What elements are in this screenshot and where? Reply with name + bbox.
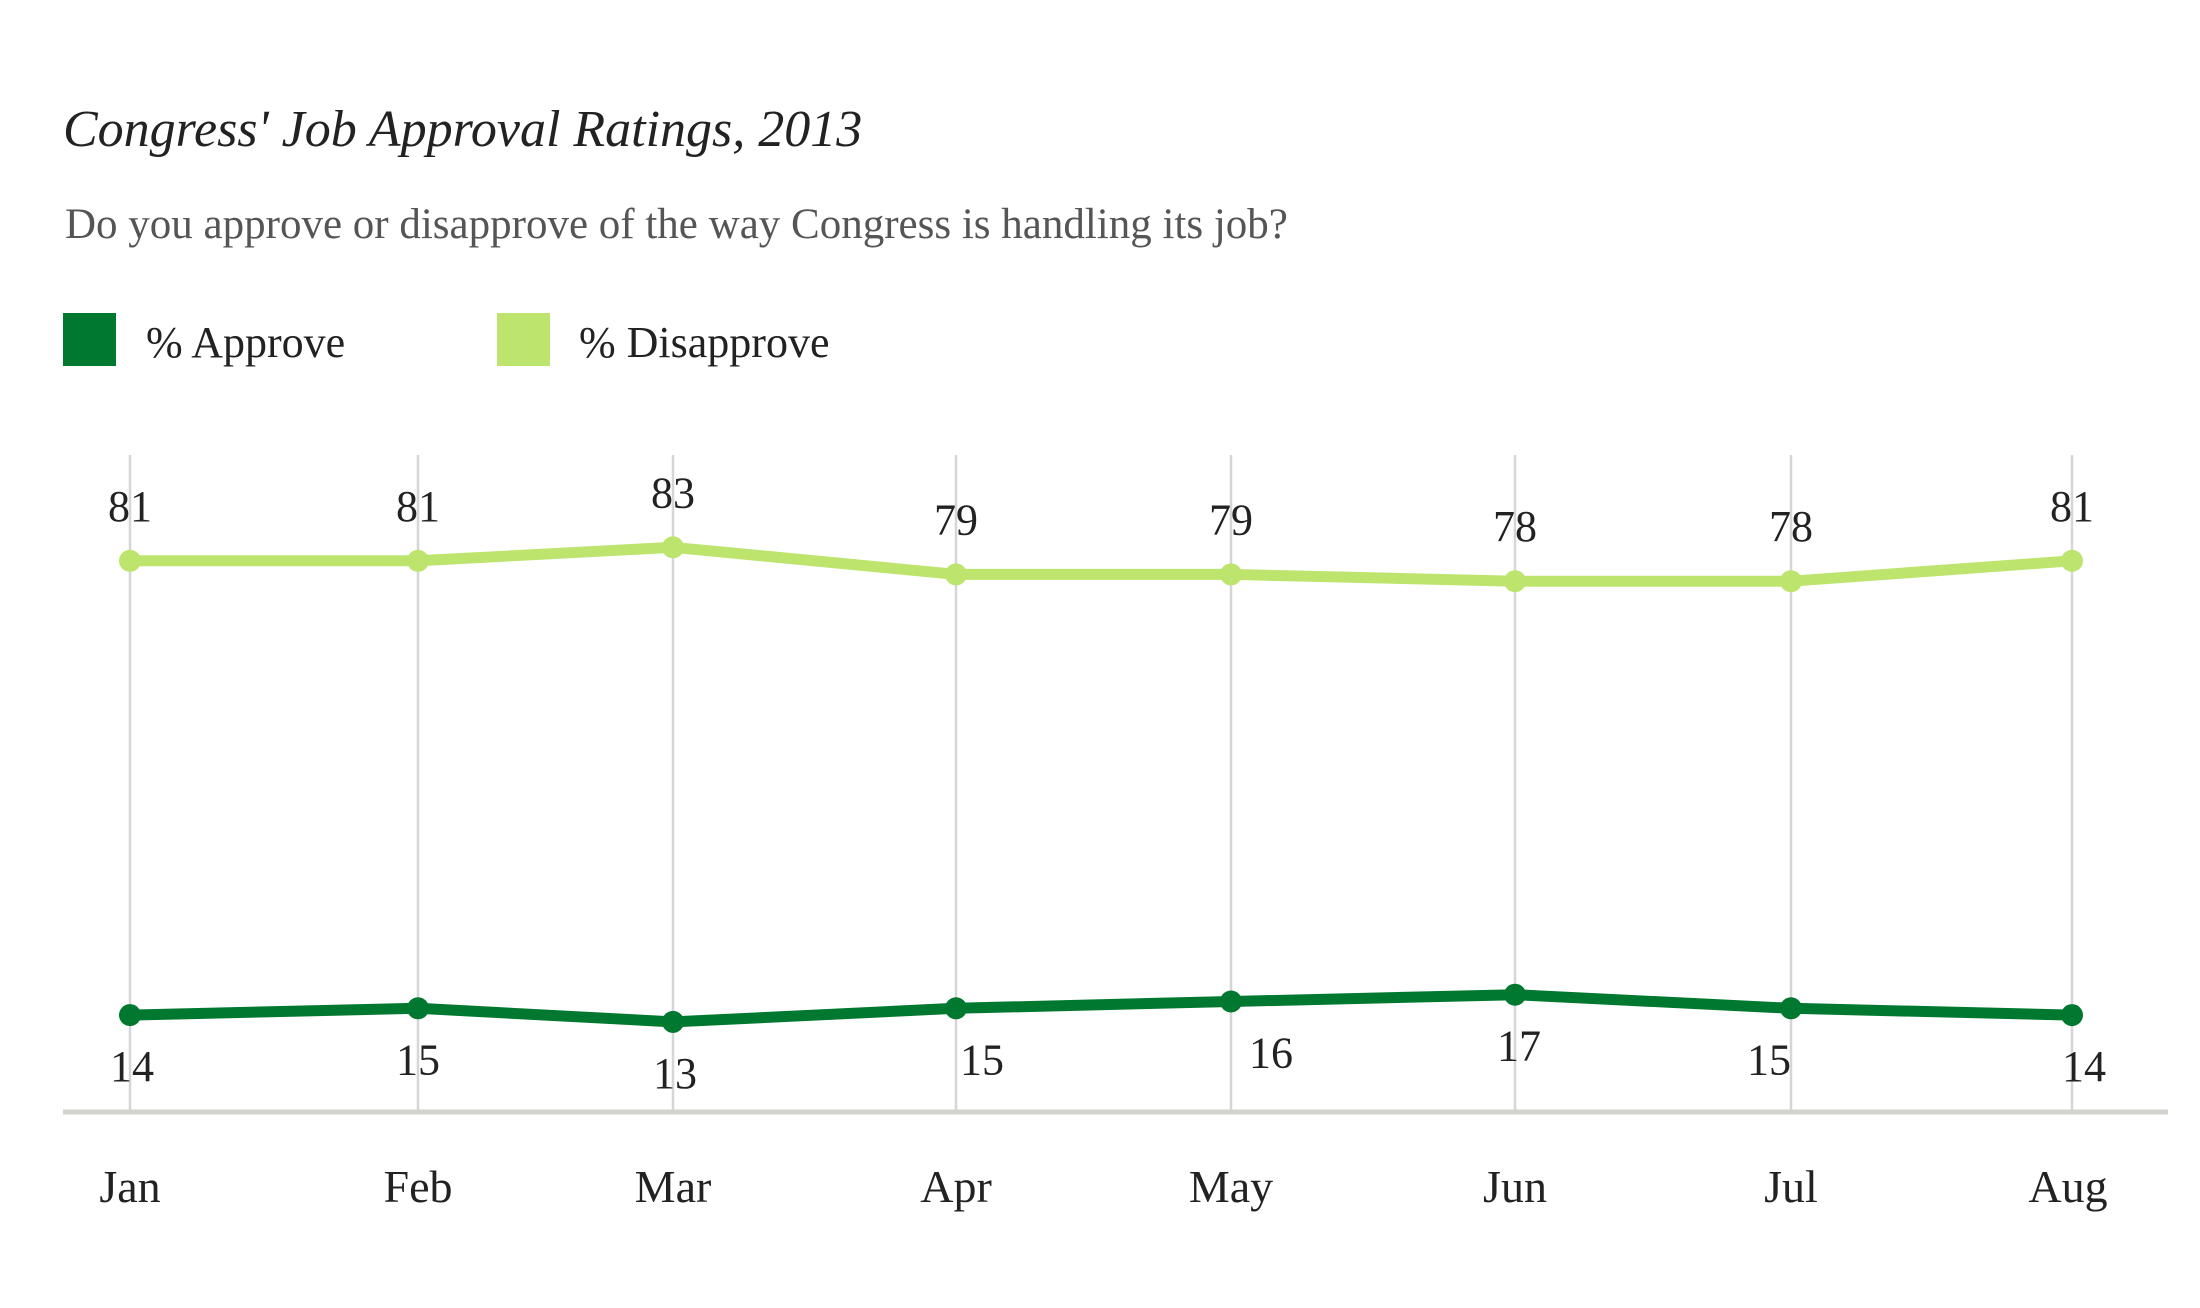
data-point-disapprove-may: [1220, 563, 1242, 586]
data-point-disapprove-apr: [945, 563, 967, 586]
data-label-approve-aug: 14: [2062, 1042, 2106, 1091]
x-tick-label-jan: Jan: [99, 1161, 160, 1212]
data-point-approve-aug: [2061, 1004, 2083, 1027]
data-point-disapprove-feb: [407, 549, 429, 572]
chart-title: Congress' Job Approval Ratings, 2013: [63, 101, 863, 158]
data-label-disapprove-jul: 78: [1769, 502, 1813, 551]
data-point-disapprove-mar: [662, 536, 684, 559]
data-point-disapprove-jul: [1780, 570, 1802, 593]
data-point-disapprove-aug: [2061, 549, 2083, 572]
x-tick-label-mar: Mar: [635, 1161, 712, 1212]
x-tick-label-jul: Jul: [1764, 1161, 1818, 1212]
data-label-disapprove-feb: 81: [396, 482, 440, 531]
data-label-approve-may: 16: [1249, 1029, 1293, 1078]
data-label-disapprove-may: 79: [1209, 495, 1253, 544]
legend-swatch-disapprove: [497, 313, 550, 366]
data-label-disapprove-apr: 79: [934, 495, 978, 544]
data-point-approve-jun: [1504, 983, 1526, 1006]
data-point-approve-may: [1220, 990, 1242, 1013]
data-point-disapprove-jun: [1504, 570, 1526, 593]
data-label-disapprove-jan: 81: [108, 482, 152, 531]
data-point-approve-jul: [1780, 997, 1802, 1020]
data-label-disapprove-aug: 81: [2050, 482, 2094, 531]
legend-label-disapprove: % Disapprove: [579, 318, 830, 367]
data-point-disapprove-jan: [119, 549, 141, 572]
data-label-approve-jul: 15: [1747, 1035, 1791, 1084]
data-label-approve-feb: 15: [396, 1035, 440, 1084]
data-label-approve-mar: 13: [653, 1049, 697, 1098]
x-tick-label-jun: Jun: [1483, 1161, 1547, 1212]
data-label-approve-jun: 17: [1497, 1022, 1541, 1071]
x-tick-label-apr: Apr: [920, 1161, 992, 1212]
data-label-approve-apr: 15: [960, 1035, 1004, 1084]
series-line-disapprove: [124, 541, 2078, 587]
data-label-approve-jan: 14: [110, 1042, 154, 1091]
x-tick-label-may: May: [1189, 1161, 1273, 1212]
chart-subtitle: Do you approve or disapprove of the way …: [65, 201, 1288, 248]
data-point-approve-jan: [119, 1004, 141, 1027]
data-label-disapprove-jun: 78: [1493, 502, 1537, 551]
data-point-approve-mar: [662, 1010, 684, 1033]
data-point-approve-feb: [407, 997, 429, 1020]
legend-label-approve: % Approve: [146, 318, 346, 367]
x-tick-label-aug: Aug: [2028, 1161, 2107, 1212]
data-point-approve-apr: [945, 997, 967, 1020]
data-label-disapprove-mar: 83: [651, 468, 695, 517]
x-tick-label-feb: Feb: [384, 1161, 453, 1212]
legend-swatch-approve: [63, 313, 116, 366]
series-line-approve: [124, 989, 2078, 1028]
